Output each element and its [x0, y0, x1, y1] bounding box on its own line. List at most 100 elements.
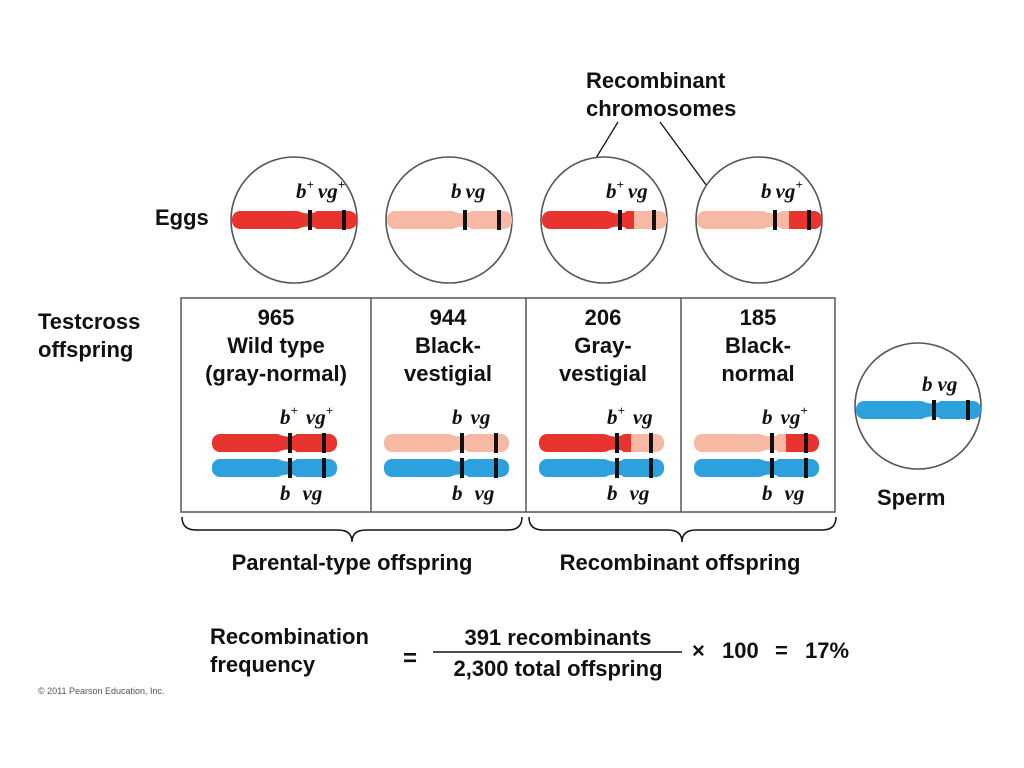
egg-chromosome-4-band-b: [773, 210, 777, 230]
egg-chromosome-4-right-join: [789, 211, 799, 229]
formula-equals: =: [403, 645, 417, 672]
offspring-count-1: 965: [258, 305, 295, 330]
offspring-sperm-chromosome-1-band-vg: [322, 458, 326, 478]
offspring-phenotype-line1-1: Wild type: [227, 333, 325, 358]
offspring-egg-chromosome-1-right-join: [304, 434, 314, 452]
egg-chromosome-3-left-arm: [542, 211, 614, 229]
offspring-egg-chromosome-2-left-arm: [384, 434, 456, 452]
offspring-sperm-chromosome-4-mid-segment: [778, 459, 786, 477]
offspring-egg-chromosome-4-band-vg: [804, 433, 808, 453]
offspring-top-genes-3: b+ vg: [607, 403, 653, 429]
offspring-egg-chromosome-2: [384, 433, 509, 453]
egg-chromosome-1-mid-segment: [316, 211, 324, 229]
offspring-bottom-genes-1-left-gene: b: [280, 481, 291, 505]
egg-genes-3-left-plus: +: [617, 177, 624, 192]
egg-genes-1-left-plus: +: [307, 177, 314, 192]
offspring-egg-chromosome-3-right-join: [631, 434, 641, 452]
parental-brace: [181, 516, 523, 543]
egg-chromosome-1: [232, 210, 357, 230]
sperm-label: Sperm: [877, 485, 945, 510]
offspring-top-genes-4-right-gene: vg: [781, 405, 801, 429]
offspring-sperm-chromosome-2-band-vg: [494, 458, 498, 478]
egg-genes-1-left-gene: b: [296, 179, 307, 203]
offspring-phenotype-line1-2: Black-: [415, 333, 481, 358]
egg-chromosome-2: [387, 210, 512, 230]
egg-chromosome-4-left-arm: [697, 211, 769, 229]
offspring-phenotype-line2-1: (gray-normal): [205, 361, 347, 386]
offspring-egg-chromosome-1-band-b: [288, 433, 292, 453]
formula-numerator: 391 recombinants: [464, 625, 651, 650]
offspring-top-genes-4: b vg+: [762, 403, 808, 429]
eggs-label: Eggs: [155, 205, 209, 230]
egg-chromosome-4-band-vg: [807, 210, 811, 230]
testcross-label-line1: Testcross: [38, 309, 140, 334]
offspring-sperm-chromosome-3: [539, 458, 664, 478]
offspring-count-2: 944: [430, 305, 467, 330]
offspring-phenotype-line2-2: vestigial: [404, 361, 492, 386]
offspring-egg-chromosome-4-band-b: [770, 433, 774, 453]
egg-genes-1: b+ vg+: [296, 177, 345, 203]
offspring-bottom-genes-2-left-gene: b: [452, 481, 463, 505]
offspring-sperm-chromosome-3-band-vg: [649, 458, 653, 478]
offspring-sperm-chromosome-2-mid-segment: [468, 459, 476, 477]
sperm-chromosome: [856, 400, 981, 420]
egg-genes-3-right-gene: vg: [628, 179, 648, 203]
offspring-top-genes-4-right-plus: +: [800, 403, 807, 418]
offspring-phenotype-line2-4: normal: [721, 361, 794, 386]
sperm-chromosome-band-vg: [966, 400, 970, 420]
sperm-genes-right-gene: vg: [938, 372, 958, 396]
egg-chromosome-3-band-vg: [652, 210, 656, 230]
offspring-sperm-chromosome-1-right-join: [304, 459, 314, 477]
egg-chromosome-2-band-b: [463, 210, 467, 230]
recombinant-brace: [528, 516, 837, 543]
sperm-group: b vg: [854, 342, 982, 470]
sperm-chromosome-left-arm: [856, 401, 928, 419]
offspring-bottom-genes-4-left-gene: b: [762, 481, 773, 505]
offspring-bottom-genes-1: b vg: [280, 481, 322, 505]
parental-group-label: Parental-type offspring: [232, 550, 473, 575]
offspring-top-genes-1: b+ vg+: [280, 403, 333, 429]
eggs-group: b+ vg+ b vg b+ vg b vg+: [230, 156, 823, 284]
offspring-top-genes-1-left-gene: b: [280, 405, 291, 429]
offspring-egg-chromosome-2-right-join: [476, 434, 486, 452]
egg-genes-1-right-gene: vg: [318, 179, 338, 203]
offspring-sperm-chromosome-3-left-arm: [539, 459, 611, 477]
egg-genes-1-right-plus: +: [338, 177, 345, 192]
formula-times: ×: [692, 638, 705, 663]
offspring-sperm-chromosome-4-left-arm: [694, 459, 766, 477]
formula-label-line2: frequency: [210, 652, 316, 677]
offspring-egg-chromosome-3-band-vg: [649, 433, 653, 453]
egg-chromosome-4: [697, 210, 822, 230]
offspring-egg-chromosome-4-right-join: [786, 434, 796, 452]
sperm-genes: b vg: [922, 372, 957, 396]
egg-genes-2-right-gene: vg: [466, 179, 486, 203]
offspring-sperm-chromosome-1-mid-segment: [296, 459, 304, 477]
egg-chromosome-2-mid-segment: [471, 211, 479, 229]
callout-title-line1: Recombinant: [586, 68, 726, 93]
egg-genes-3-left-gene: b: [606, 179, 617, 203]
egg-chromosome-2-right-join: [479, 211, 489, 229]
egg-genes-4-left-gene: b: [761, 179, 772, 203]
formula-label-line1: Recombination: [210, 624, 369, 649]
egg-chromosome-1-right-join: [324, 211, 334, 229]
offspring-phenotype-line2-3: vestigial: [559, 361, 647, 386]
offspring-top-genes-2-left-gene: b: [452, 405, 463, 429]
sperm-chromosome-right-join: [948, 401, 958, 419]
egg-chromosome-1-band-vg: [342, 210, 346, 230]
egg-chromosome-4-mid-segment: [781, 211, 789, 229]
offspring-top-genes-4-left-gene: b: [762, 405, 773, 429]
egg-genes-2: b vg: [451, 179, 485, 203]
offspring-sperm-chromosome-2-right-join: [476, 459, 486, 477]
copyright: © 2011 Pearson Education, Inc.: [38, 686, 165, 696]
egg-chromosome-3: [542, 210, 667, 230]
offspring-bottom-genes-4: b vg: [762, 481, 804, 505]
egg-chromosome-2-band-vg: [497, 210, 501, 230]
offspring-sperm-chromosome-2-band-b: [460, 458, 464, 478]
offspring-egg-chromosome-2-band-b: [460, 433, 464, 453]
offspring-top-genes-3-left-plus: +: [618, 403, 625, 418]
egg-chromosome-3-right-join: [634, 211, 644, 229]
offspring-egg-chromosome-1: [212, 433, 337, 453]
sperm-genes-left-gene: b: [922, 372, 933, 396]
offspring-top-genes-1-left-plus: +: [291, 403, 298, 418]
offspring-sperm-chromosome-2-left-arm: [384, 459, 456, 477]
